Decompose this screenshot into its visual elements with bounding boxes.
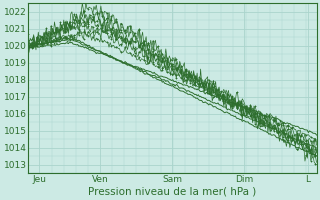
X-axis label: Pression niveau de la mer( hPa ): Pression niveau de la mer( hPa ) [88, 187, 256, 197]
